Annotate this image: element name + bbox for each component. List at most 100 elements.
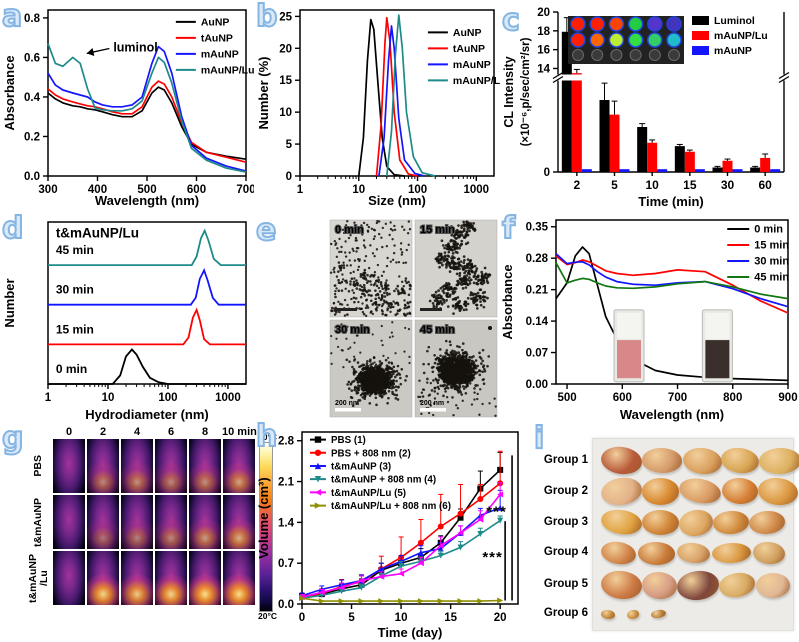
series-AuNP xyxy=(357,18,405,177)
svg-text:2.8: 2.8 xyxy=(278,436,295,448)
svg-text:20: 20 xyxy=(279,43,292,55)
tumor-specimen xyxy=(600,608,616,620)
y-axis-label: Absorbance xyxy=(2,55,17,130)
bar-Luminol-5 xyxy=(599,100,610,172)
svg-text:25: 25 xyxy=(279,11,292,23)
x-axis-label: Wavelength (nm) xyxy=(95,193,199,208)
svg-text:0.0: 0.0 xyxy=(278,599,294,611)
tumor-specimen xyxy=(626,608,640,620)
svg-text:0.00: 0.00 xyxy=(526,379,548,391)
curve-label: 15 min xyxy=(56,322,94,336)
panel-letter-h: h xyxy=(255,419,278,454)
tem-image-15min: 15 min xyxy=(414,219,498,318)
tumor-specimen xyxy=(637,541,676,565)
group-label: Group 2 xyxy=(543,484,588,497)
svg-text:0.28: 0.28 xyxy=(526,253,549,265)
panel-letter-b: b xyxy=(255,0,279,34)
curve-label: 45 min xyxy=(56,243,94,257)
svg-text:0.21: 0.21 xyxy=(526,285,549,297)
x-axis-label: Time (day) xyxy=(378,625,443,640)
svg-text:1.4: 1.4 xyxy=(278,517,295,529)
significance-1: *** xyxy=(486,504,507,521)
tumor-row xyxy=(593,568,793,602)
curve-45 min xyxy=(48,228,246,266)
thermal-col-label: 4 xyxy=(133,426,141,438)
plot-frame xyxy=(47,221,247,385)
svg-text:15: 15 xyxy=(683,178,697,192)
panel-letter-e: e xyxy=(255,213,277,248)
svg-text:0.2: 0.2 xyxy=(24,131,40,143)
series-mAuNP/Lu xyxy=(385,14,436,177)
svg-text:mAuNP: mAuNP xyxy=(453,59,491,71)
svg-text:10: 10 xyxy=(645,178,659,192)
thermal-row: t&mAuNP /Lu xyxy=(26,550,268,606)
svg-text:0.07: 0.07 xyxy=(526,348,548,360)
bar-mAuNP/Lu-5 xyxy=(609,114,620,172)
thermal-image xyxy=(188,550,222,606)
svg-text:600: 600 xyxy=(613,392,632,404)
significance-2: *** xyxy=(482,549,503,566)
tem-time-label: 15 min xyxy=(420,224,455,236)
panel-h: h 0 5 10 15 20 0.0 0.7 1.4 2.1 2.8 Time (day) Volum… xyxy=(255,419,532,642)
svg-text:5: 5 xyxy=(611,178,618,192)
tumor-specimen xyxy=(720,477,760,506)
bar-mAuNP-30 xyxy=(732,169,743,172)
tumor-specimen xyxy=(676,506,715,539)
thermal-image xyxy=(120,438,154,494)
svg-text:0: 0 xyxy=(286,171,292,183)
svg-text:5: 5 xyxy=(286,139,293,151)
cl-image-inset xyxy=(568,16,684,64)
panel-letter-i: i xyxy=(533,421,545,456)
thermal-col-label: 8 xyxy=(201,426,209,438)
svg-text:Luminol: Luminol xyxy=(714,15,755,27)
thermal-image xyxy=(222,438,256,494)
scale-bar xyxy=(420,308,442,311)
tem-image-30min: 30 min 200 nm xyxy=(329,319,413,418)
group-labels: Group 1 Group 2 Group 3 Group 4 Group 5 Group… xyxy=(532,438,592,631)
tem-grid: 0 min 15 min 30 min 200 nm 45 min 200 nm xyxy=(329,219,498,418)
series-tAuNP xyxy=(47,80,247,164)
group-label: Group 5 xyxy=(543,578,588,590)
thermal-image xyxy=(52,550,86,606)
svg-text:mAuNP/Lu: mAuNP/Lu xyxy=(201,64,254,76)
svg-text:0.6: 0.6 xyxy=(24,52,40,64)
svg-text:mAuNP/Lu: mAuNP/Lu xyxy=(714,30,768,42)
colorbar-max-label: 60°C xyxy=(258,432,277,442)
thermal-image xyxy=(154,550,188,606)
y-axis-label: Number xyxy=(2,278,17,327)
svg-text:20: 20 xyxy=(494,612,507,624)
svg-text:10: 10 xyxy=(279,107,292,119)
tumor-photo xyxy=(592,438,799,631)
svg-text:100: 100 xyxy=(408,184,427,196)
chart-hydrodiameter: 1 10 100 1000 Hydrodiameter (nm) Number 0 min 1… xyxy=(2,221,247,422)
panel-f: f 500 600 700 800 900 0.00 0.07 0.14 0.21 0.28 0.3… xyxy=(500,212,798,424)
thermal-image xyxy=(154,438,188,494)
bar-mAuNP/Lu-2 xyxy=(571,73,582,172)
y-axis-label-2: (×10⁻⁶,p/sec/cm²/sr) xyxy=(520,37,532,146)
thermal-image xyxy=(188,494,222,550)
panel-letter-f: f xyxy=(501,211,516,246)
svg-text:500: 500 xyxy=(557,392,576,404)
group-label: Group 3 xyxy=(543,515,588,528)
series-mAuNP/Lu xyxy=(47,43,247,173)
svg-text:10: 10 xyxy=(102,392,115,404)
svg-text:t&mAuNP + 808 nm (4): t&mAuNP + 808 nm (4) xyxy=(331,475,436,486)
bar-Luminol-2 xyxy=(561,31,572,172)
panel-letter-a: a xyxy=(1,0,23,34)
tumor-specimen xyxy=(641,478,680,505)
thermal-grid: 0 2 4 6 8 10 min PBS t&mAuNP t&mAuNP /Lu 60°C 20°C xyxy=(26,426,277,621)
svg-text:800: 800 xyxy=(723,392,742,404)
thermal-col-label: 6 xyxy=(167,426,175,438)
svg-text:0.8: 0.8 xyxy=(24,13,41,25)
svg-text:0.35: 0.35 xyxy=(526,222,549,234)
bar-Luminol-60 xyxy=(750,167,761,172)
bar-mAuNP/Lu-15 xyxy=(684,151,695,172)
tumor-specimen xyxy=(677,475,724,508)
svg-text:1000: 1000 xyxy=(464,184,490,196)
series-45 min xyxy=(555,262,789,300)
thermal-image xyxy=(222,550,256,606)
thermal-row-label: t&mAuNP /Lu xyxy=(26,553,50,603)
tumor-specimen xyxy=(711,541,752,565)
svg-text:500: 500 xyxy=(137,184,156,196)
